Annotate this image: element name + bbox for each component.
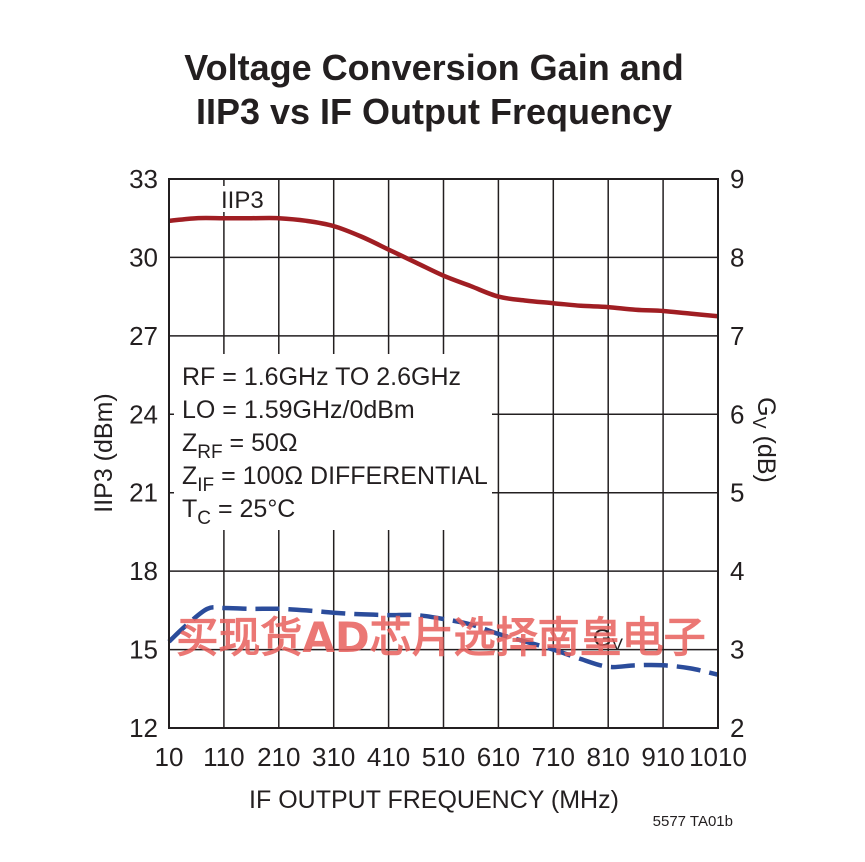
series-line-iip3 (168, 215, 719, 319)
y-tick-label-right: 6 (730, 399, 744, 429)
y-tick-label-right: 4 (730, 556, 744, 586)
y-tick-label-left: 30 (129, 242, 158, 272)
y-tick-label-right: 3 (730, 635, 744, 665)
y-tick-label-right: 5 (730, 478, 744, 508)
y-tick-label-left: 27 (129, 321, 158, 351)
y-tick-label-left: 18 (129, 556, 158, 586)
condition-rf: RF = 1.6GHz TO 2.6GHz (182, 363, 461, 391)
x-tick-label: 210 (257, 742, 300, 772)
y-tick-label-left: 12 (129, 713, 158, 743)
x-tick-label: 1010 (689, 742, 747, 772)
chart-title-line-1: Voltage Conversion Gain and (184, 47, 683, 88)
condition-lo: LO = 1.59GHz/0dBm (182, 396, 415, 424)
x-tick-label: 110 (203, 742, 244, 772)
y-tick-label-left: 33 (129, 164, 158, 194)
tick-labels: 10 110 210 310 410 510 610 710 810 910 1010 12 15 18 2… (129, 164, 747, 772)
y-axis-label-right: GV (dB) (749, 397, 780, 483)
watermark: 买现货AD芯片选择南皇电子 (176, 613, 705, 662)
condition-zif: ZIF = 100Ω DIFFERENTIAL (182, 462, 488, 496)
y-tick-label-right: 7 (730, 321, 744, 351)
y-axis-label-left: IIP3 (dBm) (90, 393, 118, 512)
condition-tc: TC = 25°C (182, 495, 295, 529)
x-tick-label: 10 (155, 742, 184, 772)
series-layer (167, 215, 719, 677)
x-tick-label: 610 (477, 742, 520, 772)
plot-frame (168, 178, 719, 729)
x-tick-label: 510 (422, 742, 465, 772)
conditions-background (174, 354, 492, 530)
y-tick-label-right: 9 (730, 164, 744, 194)
series-line-gv (167, 604, 719, 677)
y-tick-label-right: 2 (730, 713, 744, 743)
x-tick-label: 910 (641, 742, 684, 772)
figure-id: 5577 TA01b (653, 813, 733, 830)
y-tick-label-right: 8 (730, 242, 744, 272)
x-axis-label: IF OUTPUT FREQUENCY (MHz) (249, 786, 619, 814)
x-tick-label: 410 (367, 742, 410, 772)
x-tick-label: 810 (587, 742, 630, 772)
x-tick-label: 310 (312, 742, 355, 772)
condition-zrf: ZRF = 50Ω (182, 429, 298, 463)
chart-title-line-2: IIP3 vs IF Output Frequency (196, 91, 672, 132)
iip3-label-background (216, 186, 272, 212)
y-tick-label-left: 15 (129, 635, 158, 665)
series-label-iip3: IIP3 (221, 187, 264, 214)
y-tick-label-left: 24 (129, 399, 158, 429)
conditions-block: RF = 1.6GHz TO 2.6GHz LO = 1.59GHz/0dBm … (174, 354, 492, 530)
x-tick-label: 710 (532, 742, 575, 772)
y-tick-label-left: 21 (129, 478, 158, 508)
